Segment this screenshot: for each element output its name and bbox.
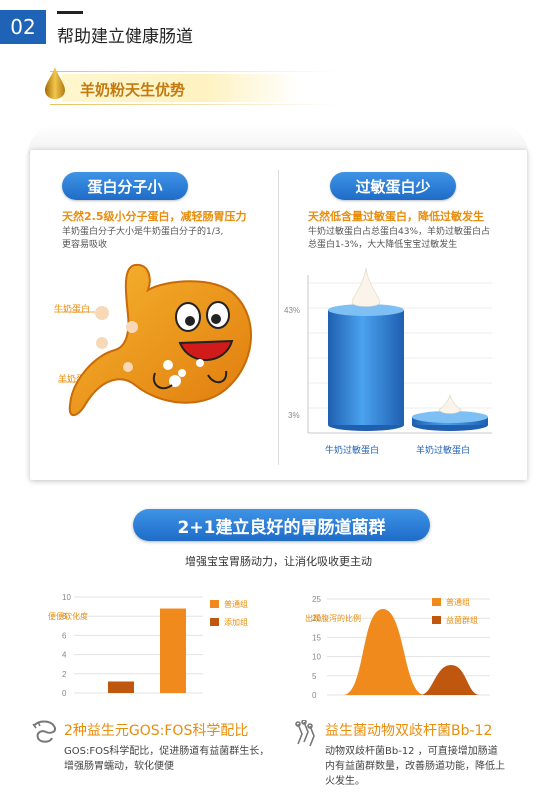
tick-label-43: 43% <box>284 306 300 315</box>
tick-label-3: 3% <box>288 411 300 420</box>
section-ribbon <box>62 74 300 102</box>
softness-bar-0 <box>160 608 186 693</box>
diarrhea-tick: 20 <box>312 614 321 623</box>
small-molecule-pill: 蛋白分子小 <box>62 172 188 200</box>
diarrhea-chart: 0 5 10 15 20 25 出现腹泻的比例 普通组 益菌群组 <box>305 595 490 700</box>
softness-tick: 10 <box>62 593 71 602</box>
softness-tick: 0 <box>62 689 67 698</box>
legend-normal-2: 普通组 <box>446 597 470 607</box>
gos-fos-title: 2种益生元GOS:FOS科学配比 <box>64 723 249 739</box>
allergen-chart: 43% 3% 牛奶过敏蛋白 羊奶过敏蛋白 <box>284 267 492 456</box>
ribbon-line-bottom <box>50 104 340 105</box>
right-desc-2: 总蛋白1-3%，大大降低宝宝过敏发生 <box>308 240 458 250</box>
diarrhea-tick: 5 <box>312 672 317 681</box>
probiotic-desc-1: 动物双歧杆菌Bb-12 ，可直接增加肠道 <box>325 746 498 757</box>
probiotic-desc-3: 火发生。 <box>325 776 365 787</box>
softness-tick: 4 <box>62 651 67 660</box>
intestine-icon <box>32 720 56 743</box>
section-title: 羊奶粉天生优势 <box>80 81 186 99</box>
stomach-mascot-illustration <box>54 263 252 417</box>
category-cow-allergen: 牛奶过敏蛋白 <box>325 444 379 456</box>
gos-fos-desc-2: 增强肠胃蠕动，软化便便 <box>64 761 174 772</box>
category-goat-allergen: 羊奶过敏蛋白 <box>416 444 470 456</box>
flora-subtitle: 增强宝宝胃肠动力，让消化吸收更主动 <box>185 555 372 568</box>
diarrhea-ylabel: 出现腹泻的比例 <box>305 613 361 623</box>
softness-tick: 2 <box>62 670 67 679</box>
label-goat-protein: 羊奶蛋白 <box>58 375 95 385</box>
legend-added: 添加组 <box>224 617 248 627</box>
softness-tick: 6 <box>62 631 67 640</box>
diarrhea-tick: 0 <box>312 691 317 700</box>
diarrhea-tick: 10 <box>312 653 321 662</box>
left-subtitle: 天然2.5级小分子蛋白，减轻肠胃压力 <box>62 210 247 223</box>
legend-normal: 普通组 <box>224 599 248 609</box>
flora-pill: 2+1建立良好的胃肠道菌群 <box>133 509 430 541</box>
page-title: 帮助建立健康肠道 <box>57 27 193 47</box>
softness-ylabel: 便便软化度 <box>48 611 88 621</box>
left-desc-2: 更容易吸收 <box>62 240 108 250</box>
diarrhea-tick: 25 <box>312 595 321 604</box>
ribbon-line-top <box>50 71 340 72</box>
allergen-bar-1 <box>412 393 488 431</box>
bacteria-icon <box>295 720 315 747</box>
diarrhea-tick: 15 <box>312 633 321 642</box>
card-divider <box>278 170 279 465</box>
less-allergen-pill: 过敏蛋白少 <box>330 172 456 200</box>
label-cow-protein: 牛奶蛋白 <box>54 305 91 315</box>
probiotic-title: 益生菌动物双歧杆菌Bb-12 <box>325 723 493 739</box>
legend-probiotic: 益菌群组 <box>446 615 478 625</box>
section-number-badge: 02 <box>0 10 46 44</box>
right-subtitle: 天然低含量过敏蛋白，降低过敏发生 <box>308 210 484 223</box>
softness-bar-1 <box>108 681 134 693</box>
left-desc-1: 羊奶蛋白分子大小是牛奶蛋白分子的1/3, <box>62 227 224 237</box>
header-rule <box>57 11 83 14</box>
softness-tick: 8 <box>62 612 67 621</box>
allergen-bar-0 <box>328 267 404 431</box>
softness-chart: 0 2 4 6 8 10 便便软化度 普通组 添加组 <box>48 593 248 698</box>
book-top-edge <box>28 124 528 154</box>
right-desc-1: 牛奶过敏蛋白占总蛋白43%，羊奶过敏蛋白占 <box>308 227 491 237</box>
probiotic-desc-2: 内有益菌群数量，改善肠道功能，降低上 <box>325 761 505 772</box>
gos-fos-desc-1: GOS:FOS科学配比，促进肠道有益菌群生长， <box>64 746 270 757</box>
gold-drop-icon <box>45 67 65 99</box>
